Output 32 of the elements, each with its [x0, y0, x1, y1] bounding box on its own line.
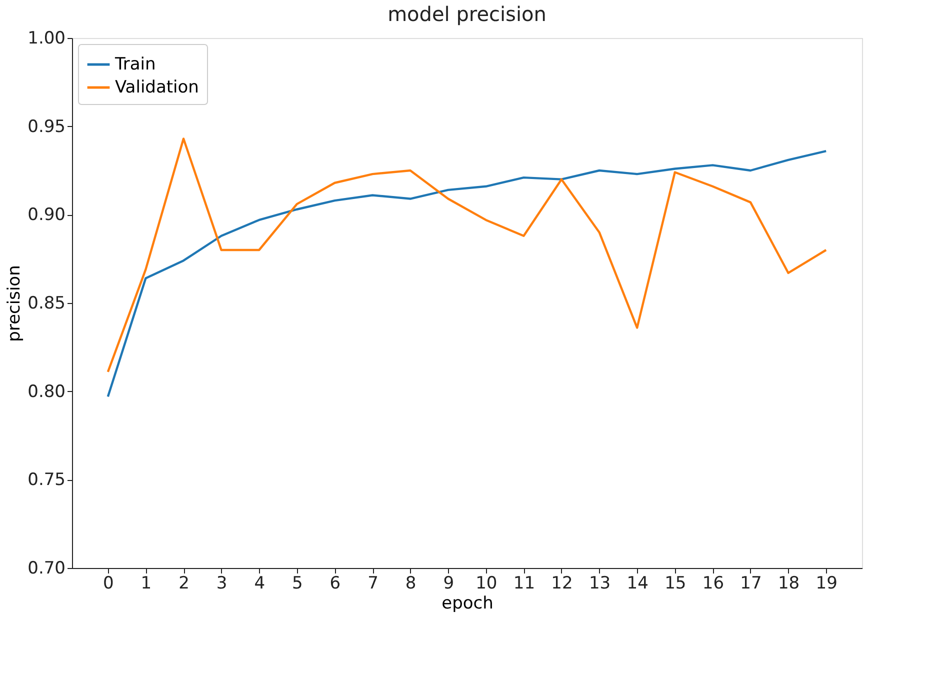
- x-tick-label: 13: [588, 574, 611, 594]
- y-tick-label: 1.00: [28, 28, 66, 48]
- x-tick-label: 11: [513, 574, 536, 594]
- y-tick-label: 0.75: [28, 470, 66, 490]
- x-tick-label: 7: [368, 574, 378, 594]
- x-tick-label: 14: [626, 574, 648, 594]
- x-tick-label: 18: [778, 574, 800, 594]
- x-tick-label: 4: [254, 574, 266, 594]
- x-tick-label: 19: [816, 574, 838, 594]
- x-tick-label: 6: [330, 574, 341, 594]
- x-axis-title: epoch: [442, 594, 494, 614]
- legend-label: Train: [114, 54, 156, 74]
- x-tick-label: 3: [216, 574, 228, 594]
- chart-title: model precision: [388, 2, 546, 26]
- x-tick-label: 8: [405, 574, 416, 594]
- y-tick-label: 0.70: [28, 558, 66, 578]
- x-tick-label: 5: [292, 574, 303, 594]
- y-tick-label: 0.80: [28, 382, 66, 402]
- y-tick-label: 0.95: [28, 116, 66, 137]
- x-tick-label: 17: [740, 574, 762, 594]
- x-tick-label: 1: [140, 574, 152, 594]
- x-tick-label: 0: [102, 574, 114, 594]
- x-tick-label: 10: [476, 574, 498, 594]
- x-tick-label: 9: [443, 574, 454, 594]
- y-tick-label: 0.85: [28, 294, 66, 314]
- x-tick-label: 16: [702, 574, 724, 594]
- x-tick-label: 15: [664, 574, 686, 594]
- x-tick-label: 2: [178, 574, 190, 594]
- y-tick-label: 0.90: [28, 205, 66, 226]
- x-tick-label: 12: [551, 574, 573, 594]
- legend-label: Validation: [115, 78, 199, 98]
- y-axis-title: precision: [4, 265, 25, 342]
